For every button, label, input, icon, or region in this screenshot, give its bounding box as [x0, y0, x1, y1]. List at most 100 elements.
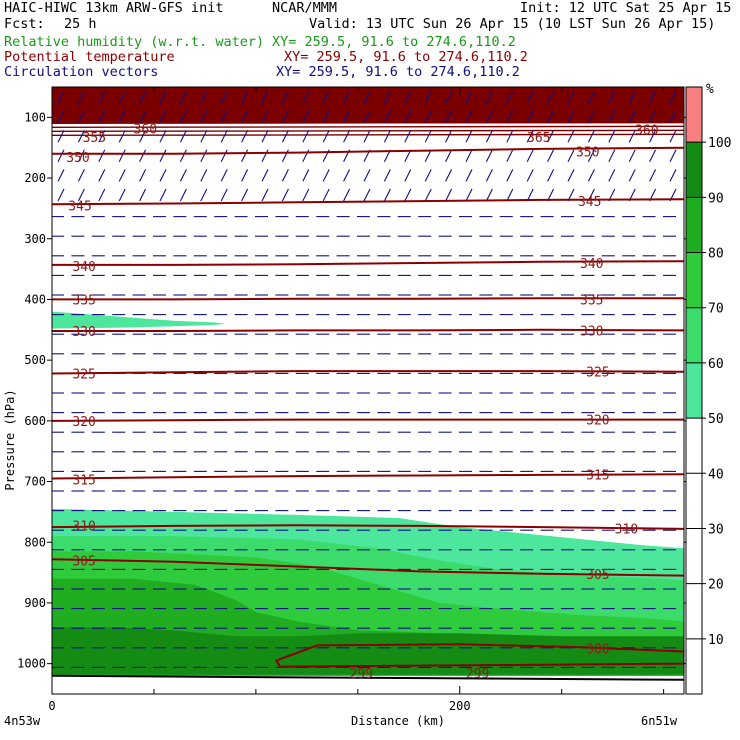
wind-vector [363, 129, 371, 143]
theta-contour-300 [274, 643, 684, 668]
wind-vector [302, 188, 310, 202]
contour-label-350: 350 [66, 151, 89, 166]
wind-vector [465, 110, 473, 123]
stratosphere-band [52, 87, 684, 124]
wind-vector [506, 169, 514, 182]
wind-vector [506, 149, 514, 163]
wind-vector [567, 169, 575, 182]
wind-vector [77, 188, 85, 202]
wind-vector [261, 90, 269, 104]
y-tick-label-100: 100 [24, 110, 46, 124]
wind-vector [241, 149, 249, 163]
y-tick-label-400: 400 [24, 292, 46, 306]
wind-vector [241, 188, 249, 202]
wind-vector [587, 90, 595, 104]
wind-vector [628, 129, 636, 143]
wind-vector [139, 169, 147, 182]
wind-vector [77, 129, 85, 143]
wind-vector [159, 90, 167, 104]
wind-vector [567, 90, 575, 104]
wind-vector [628, 149, 636, 163]
wind-vector [587, 169, 595, 182]
contour-label-299: 299 [466, 667, 489, 682]
wind-vector [57, 169, 65, 182]
wind-vector [302, 169, 310, 182]
wind-vector [343, 188, 351, 202]
wind-vector [281, 149, 289, 163]
wind-vector [383, 110, 391, 123]
wind-vector [281, 110, 289, 123]
contour-label-345: 345 [68, 199, 91, 214]
wind-vector [179, 110, 187, 123]
wind-vector [628, 110, 636, 123]
colorbar: 10 20 30 40 50 60 70 80 90 100 [685, 86, 731, 695]
contour-label-335: 335 [72, 293, 95, 308]
wind-vector [608, 110, 616, 123]
wind-vector [139, 188, 147, 202]
theta-contour-325 [52, 370, 684, 375]
wind-vector [547, 110, 555, 123]
wind-vector [669, 169, 677, 182]
forecast-hour: 25 h [64, 16, 97, 32]
wind-vector [649, 129, 657, 143]
wind-vector [179, 188, 187, 202]
wind-vector [200, 110, 208, 123]
wind-vector [179, 129, 187, 143]
contour-label-345: 345 [578, 195, 601, 210]
wind-vector [526, 169, 534, 182]
colorbar-segment-4 [686, 418, 702, 474]
contour-label-365: 365 [527, 131, 550, 146]
wind-vector [322, 90, 330, 104]
wind-vector [220, 110, 228, 123]
wind-vector [649, 110, 657, 123]
contour-label-360: 360 [134, 122, 157, 137]
wind-vector [465, 129, 473, 143]
wind-vector [363, 188, 371, 202]
wind-vector [608, 169, 616, 182]
rh-region-50 [52, 311, 226, 329]
wind-vector [567, 129, 575, 143]
colorbar-label-100: 100 [708, 136, 731, 151]
contour-label-330: 330 [72, 325, 95, 340]
model-title: HAIC-HIWC 13km ARW-GFS init [4, 0, 224, 16]
wind-vector [77, 169, 85, 182]
wind-vector [281, 169, 289, 182]
colorbar-segment-6 [686, 307, 702, 363]
org-label: NCAR/MMM [272, 0, 338, 16]
colorbar-label-60: 60 [708, 357, 724, 372]
wind-vector [261, 149, 269, 163]
y-tick-label-1000: 1000 [17, 657, 46, 671]
colorbar-label-70: 70 [708, 302, 724, 317]
wind-vector [587, 129, 595, 143]
wind-vector [57, 90, 65, 104]
wind-vector [139, 90, 147, 104]
wind-vector [445, 90, 453, 104]
contour-label-335: 335 [580, 293, 603, 308]
contour-label-300: 300 [586, 642, 609, 657]
theta-contour-350 [52, 146, 684, 155]
y-tick-label-500: 500 [24, 353, 46, 367]
wind-vector [649, 149, 657, 163]
wind-vector [281, 188, 289, 202]
wind-vector [322, 169, 330, 182]
wind-vector [159, 188, 167, 202]
wind-vector [57, 129, 65, 143]
wind-vector [424, 169, 432, 182]
wind-vector [98, 90, 106, 104]
wind-vector [506, 110, 514, 123]
wind-vector [343, 90, 351, 104]
contour-label-340: 340 [72, 260, 95, 275]
wind-vector [261, 169, 269, 182]
colorbar-label-90: 90 [708, 191, 724, 206]
contour-label-305: 305 [586, 568, 609, 583]
wind-vector [404, 90, 412, 104]
wind-vector [608, 90, 616, 104]
wind-vector [404, 129, 412, 143]
wind-vector [445, 188, 453, 202]
wind-vector [383, 188, 391, 202]
wind-vector [526, 110, 534, 123]
wind-vector [669, 90, 677, 104]
y-axis-title: Pressure (hPa) [3, 389, 17, 490]
colorbar-segment-7 [686, 252, 702, 308]
wind-vector [424, 129, 432, 143]
